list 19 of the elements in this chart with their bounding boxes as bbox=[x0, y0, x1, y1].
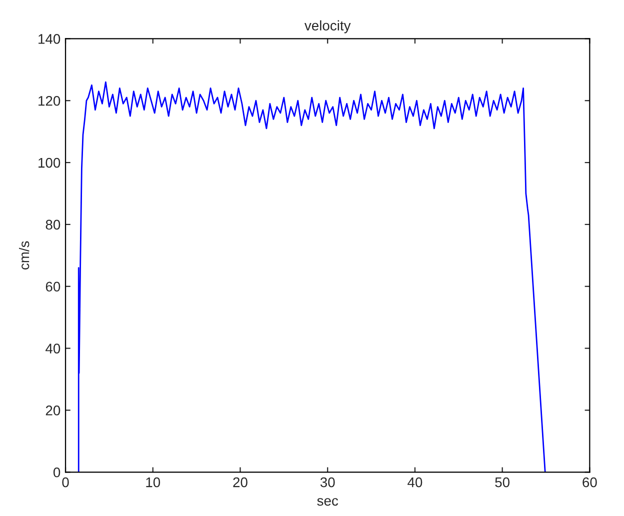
x-tick-label: 60 bbox=[582, 477, 597, 488]
x-tick-label: 50 bbox=[495, 477, 510, 488]
x-tick-label: 40 bbox=[408, 477, 422, 488]
y-tick-label: 0 bbox=[53, 467, 60, 478]
y-tick-label: 40 bbox=[46, 344, 60, 354]
y-tick-label: 140 bbox=[38, 34, 60, 44]
y-axis-title: cm/s bbox=[18, 241, 30, 270]
x-tick-label: 30 bbox=[320, 477, 335, 488]
x-tick-label: 0 bbox=[62, 477, 69, 488]
y-tick-label: 120 bbox=[38, 96, 60, 106]
chart-title: velocity bbox=[304, 20, 351, 34]
y-tick-label: 60 bbox=[46, 282, 60, 292]
y-tick-label: 20 bbox=[46, 406, 60, 416]
x-axis-title: sec bbox=[317, 498, 338, 506]
x-tick-label: 20 bbox=[233, 477, 248, 488]
x-tick-label: 10 bbox=[146, 477, 160, 488]
y-tick-label: 80 bbox=[46, 220, 60, 230]
line-series bbox=[78, 81, 546, 472]
y-tick-label: 100 bbox=[38, 158, 60, 168]
